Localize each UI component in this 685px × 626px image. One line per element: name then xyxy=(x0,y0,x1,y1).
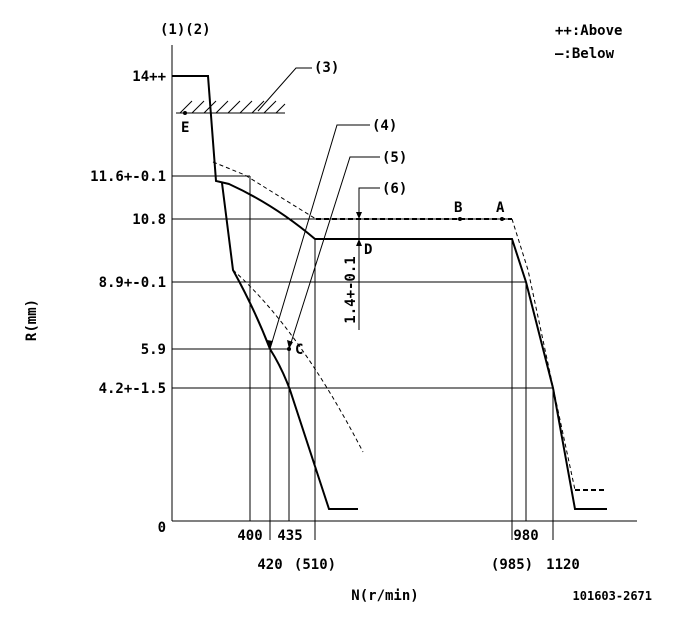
callout: (3) xyxy=(314,60,339,76)
y-label: 4.2+-1.5 xyxy=(99,381,166,397)
point-label: E xyxy=(181,120,189,136)
leaders xyxy=(183,111,504,351)
stop-hatch xyxy=(176,67,312,114)
drawing-code: 101603-2671 xyxy=(573,589,652,603)
y-label: 14++ xyxy=(132,69,166,85)
y-label: 11.6+-0.1 xyxy=(90,169,166,185)
x-label: 980 xyxy=(513,528,538,544)
legend-above: ++:Above xyxy=(555,23,622,39)
x-label: (510) xyxy=(294,557,336,573)
curves xyxy=(172,75,607,510)
axis-top: (1)(2) xyxy=(160,22,211,38)
callout: (6) xyxy=(382,181,407,197)
callout: (4) xyxy=(372,118,397,134)
point-label: D xyxy=(364,242,372,258)
x-label: 400 xyxy=(237,528,262,544)
x-label: 420 xyxy=(257,557,282,573)
y-label: 8.9+-0.1 xyxy=(99,275,166,291)
axes xyxy=(171,45,637,540)
point-dot xyxy=(287,347,291,351)
x-label: 435 xyxy=(277,528,302,544)
y-label: 0 xyxy=(158,520,166,536)
y-label: 10.8 xyxy=(132,212,166,228)
point-label: C xyxy=(295,342,303,358)
point-dot xyxy=(500,217,504,221)
x-title: N(r/min) xyxy=(351,588,418,604)
point-dot xyxy=(458,217,462,221)
y-title: R(mm) xyxy=(24,299,40,341)
point-label: B xyxy=(454,200,462,216)
dimension-label: 1.4+-0.1 xyxy=(343,256,359,323)
y-label: 5.9 xyxy=(141,342,166,358)
legend-below: —:Below xyxy=(555,46,615,62)
point-dot xyxy=(183,111,187,115)
point-label: A xyxy=(496,200,505,216)
callout: (5) xyxy=(382,150,407,166)
x-label: (985) xyxy=(491,557,533,573)
x-label: 1120 xyxy=(546,557,580,573)
